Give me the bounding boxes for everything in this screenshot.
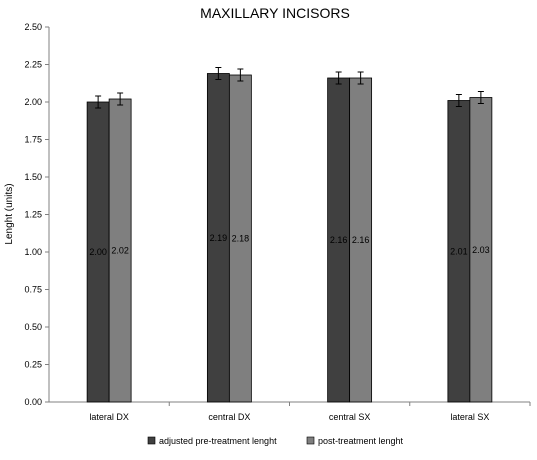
y-tick-label: 2.00 (24, 97, 42, 107)
y-tick-label: 0.75 (24, 285, 42, 295)
y-axis-label: Lenght (units) (4, 183, 15, 244)
chart-title: MAXILLARY INCISORS (200, 5, 350, 21)
y-tick-label: 0.25 (24, 360, 42, 370)
y-tick-label: 2.25 (24, 60, 42, 70)
y-tick-label: 1.25 (24, 210, 42, 220)
data-label: 2.18 (232, 234, 250, 244)
bars: 2.00 2.02 2.19 2.18 2.16 2.16 2.01 2.03 (86, 67, 493, 403)
y-tick-label: 2.50 (24, 22, 42, 32)
data-label: 2.16 (330, 235, 348, 245)
legend-swatch (147, 436, 156, 445)
y-tick-label: 1.00 (24, 247, 42, 257)
y-tick-label: 1.50 (24, 172, 42, 182)
data-label: 2.03 (472, 245, 490, 255)
data-label: 2.00 (89, 247, 107, 257)
legend-label: post-treatment lenght (318, 436, 404, 446)
data-label: 2.16 (352, 235, 370, 245)
data-label: 2.01 (450, 246, 468, 256)
legend-swatch (306, 436, 315, 445)
y-tick-label: 0.00 (24, 397, 42, 407)
legend: adjusted pre-treatment lenght post-treatm… (147, 436, 404, 446)
x-tick-label: central DX (208, 412, 250, 422)
x-tick-label: lateral DX (89, 412, 129, 422)
data-label: 2.02 (111, 246, 129, 256)
legend-label: adjusted pre-treatment lenght (159, 436, 277, 446)
x-tick-label: lateral SX (450, 412, 489, 422)
y-tick-label: 1.75 (24, 135, 42, 145)
data-label: 2.19 (210, 233, 228, 243)
y-tick-label: 0.50 (24, 322, 42, 332)
x-tick-label: central SX (329, 412, 371, 422)
